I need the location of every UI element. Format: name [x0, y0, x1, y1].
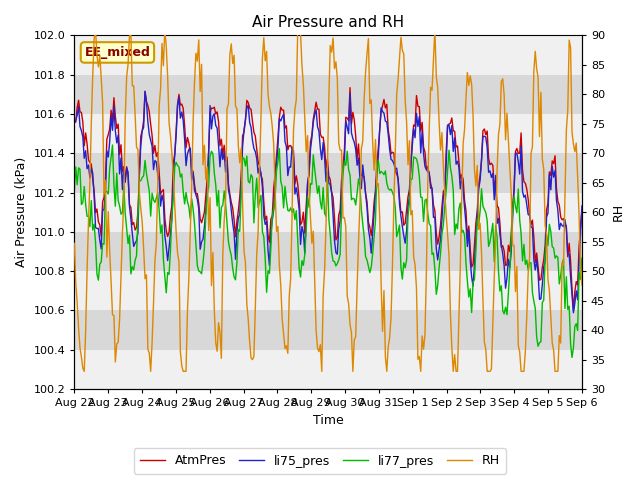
Bar	[74, 350, 582, 389]
li75_pres	[551, 168, 559, 173]
Text: EE_mixed: EE_mixed	[84, 46, 150, 59]
AtmPres	[132, 225, 140, 230]
AtmPres	[570, 307, 577, 313]
li77_pres	[134, 213, 142, 218]
li75_pres	[223, 157, 231, 163]
AtmPres	[222, 159, 230, 165]
RH	[92, 26, 99, 32]
li77_pres	[578, 255, 586, 261]
Line: li75_pres: li75_pres	[74, 91, 582, 313]
li75_pres	[248, 138, 256, 144]
AtmPres	[578, 207, 586, 213]
RH	[136, 190, 143, 196]
Bar	[74, 114, 582, 153]
Title: Air Pressure and RH: Air Pressure and RH	[252, 15, 404, 30]
AtmPres	[551, 153, 559, 159]
Line: AtmPres: AtmPres	[74, 88, 582, 310]
li77_pres	[568, 355, 576, 360]
AtmPres	[292, 173, 300, 179]
Bar	[74, 311, 582, 350]
Y-axis label: Air Pressure (kPa): Air Pressure (kPa)	[15, 157, 28, 267]
li75_pres	[132, 238, 140, 244]
li77_pres	[223, 221, 231, 227]
AtmPres	[70, 120, 78, 125]
li75_pres	[240, 127, 248, 133]
Line: RH: RH	[74, 29, 582, 372]
RH	[552, 369, 560, 374]
AtmPres	[346, 85, 354, 91]
RH	[225, 101, 232, 107]
li77_pres	[248, 175, 256, 180]
Bar	[74, 74, 582, 114]
AtmPres	[247, 107, 255, 112]
Bar	[74, 232, 582, 271]
Bar	[74, 192, 582, 232]
li75_pres	[70, 120, 78, 126]
RH	[70, 240, 78, 246]
li75_pres	[294, 194, 301, 200]
li77_pres	[294, 236, 301, 242]
li77_pres	[70, 187, 78, 193]
Line: li77_pres: li77_pres	[74, 145, 582, 358]
RH	[81, 369, 88, 374]
li75_pres	[578, 203, 586, 209]
li77_pres	[240, 156, 248, 161]
X-axis label: Time: Time	[313, 414, 344, 427]
Legend: AtmPres, li75_pres, li77_pres, RH: AtmPres, li75_pres, li77_pres, RH	[134, 448, 506, 474]
RH	[241, 259, 249, 265]
Bar	[74, 153, 582, 192]
li77_pres	[109, 142, 116, 148]
RH	[295, 27, 303, 33]
Y-axis label: RH: RH	[612, 203, 625, 221]
li75_pres	[141, 88, 149, 94]
Bar	[74, 36, 582, 74]
Bar	[74, 271, 582, 311]
RH	[250, 353, 258, 359]
li75_pres	[570, 310, 577, 316]
RH	[578, 282, 586, 288]
AtmPres	[239, 133, 246, 139]
li77_pres	[551, 255, 559, 261]
